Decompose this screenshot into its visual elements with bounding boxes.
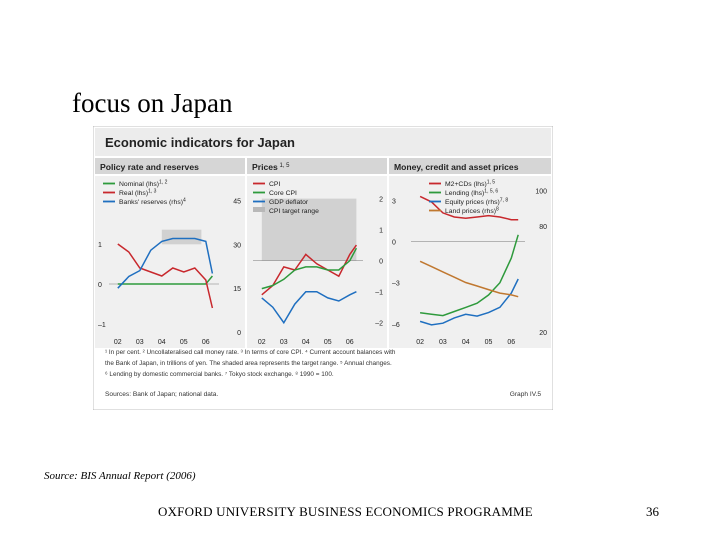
legend-superscript: 1, 5 [487, 180, 496, 186]
y-tick-label: 0 [379, 259, 383, 266]
series-line-green [420, 234, 519, 317]
series-line-red [117, 243, 214, 309]
x-tick-label: 03 [136, 339, 144, 346]
series-line-blue [261, 290, 357, 325]
series-line-blue [419, 278, 519, 326]
panel-header [389, 158, 551, 174]
economic-indicators-figure: Economic indicators for Japan Policy rat… [93, 126, 553, 410]
y-tick-label: –3 [392, 281, 400, 288]
y-tick-label: –2 [375, 321, 383, 328]
slide-title: focus on Japan [72, 88, 233, 118]
y-tick-label: 3 [392, 199, 396, 206]
x-tick-label: 06 [346, 339, 354, 346]
x-tick-label: 06 [507, 339, 515, 346]
x-tick-label: 06 [202, 339, 210, 346]
legend-label: CPI target range [269, 208, 319, 215]
series-line-green [261, 247, 358, 290]
legend-label: M2+CDs (lhs)1, 5 [445, 180, 495, 189]
legend-label: Real (lhs)1, 3 [119, 189, 157, 198]
y-tick-label: 15 [233, 286, 241, 293]
series-line-brown [419, 260, 519, 298]
footer-text: OXFORD UNIVERSITY BUSINESS ECONOMICS PRO… [158, 504, 533, 519]
page-number: 36 [646, 504, 659, 519]
figure-sources: Sources: Bank of Japan; national data. [105, 391, 218, 398]
y-tick-label: 0 [98, 282, 102, 289]
x-tick-label: 05 [324, 339, 332, 346]
legend-label: CPI [269, 181, 280, 188]
x-tick-label: 04 [158, 339, 166, 346]
chart-panel-1: Policy rate and reserves 1 0 –1 45 30 15 0 02 03 0… [95, 158, 245, 348]
legend-label: Equity prices (rhs)7, 8 [445, 198, 508, 207]
plot-background [95, 176, 245, 348]
figure-title-bar [95, 128, 551, 156]
series-line-green [117, 275, 213, 285]
y-tick-label: 45 [233, 198, 241, 205]
chart-panel-3: Money, credit and asset prices 3 0 –3 –6 100 8… [389, 158, 551, 348]
legend-label: Nominal (lhs)1, 2 [119, 180, 168, 189]
y-tick-label: 20 [539, 330, 547, 337]
legend-label: Lending (lhs)1, 5, 6 [445, 189, 498, 198]
footnote-line: the Bank of Japan, in trillions of yen. … [105, 360, 392, 367]
y-tick-label: 80 [539, 224, 547, 231]
y-tick-label: 2 [379, 197, 383, 204]
series-line-blue [117, 237, 214, 289]
y-tick-label: 0 [392, 240, 396, 247]
x-tick-label: 04 [462, 339, 470, 346]
panel-title: Money, credit and asset prices [394, 162, 519, 172]
graph-reference: Graph IV.5 [510, 391, 542, 398]
legend-superscript: 8 [496, 207, 499, 213]
footnote-line: ⁶ Lending by domestic commercial banks. … [105, 371, 334, 378]
y-tick-label: 1 [379, 228, 383, 235]
x-tick-label: 02 [114, 339, 122, 346]
legend-superscript: 7, 8 [500, 198, 509, 204]
panel-title: Prices 1, 5 [252, 162, 290, 172]
figure-footnotes: ¹ In per cent. ² Uncollateralised call m… [105, 349, 541, 398]
y-tick-label: 30 [233, 242, 241, 249]
x-tick-label: 02 [416, 339, 424, 346]
y-tick-label: 100 [535, 189, 547, 196]
legend-label: GDP deflator [269, 199, 309, 206]
y-tick-label: 0 [237, 330, 241, 337]
series-line-red [419, 195, 519, 221]
target-range-band [261, 198, 357, 261]
panel-header [95, 158, 245, 174]
x-tick-label: 02 [258, 339, 266, 346]
footnote-line: ¹ In per cent. ² Uncollateralised call m… [105, 349, 396, 356]
x-tick-label: 05 [180, 339, 188, 346]
y-tick-label: –1 [98, 322, 106, 329]
legend-superscript: 1, 5, 6 [484, 189, 498, 195]
x-tick-label: 03 [280, 339, 288, 346]
legend-label: Land prices (rhs)8 [445, 207, 499, 216]
legend-label: Core CPI [269, 190, 297, 197]
panel-title: Policy rate and reserves [100, 162, 199, 172]
legend-label: Banks' reserves (rhs)4 [119, 198, 186, 207]
y-tick-label: 1 [98, 242, 102, 249]
y-tick-label: –6 [392, 322, 400, 329]
x-tick-label: 05 [485, 339, 493, 346]
y-tick-label: –1 [375, 290, 383, 297]
chart-panel-2: Prices 1, 5 2 1 0 –1 –2 02 03 04 05 06 CPI Core CPI G… [247, 158, 387, 348]
legend-superscript: 1, 3 [148, 189, 157, 195]
legend-swatch [253, 207, 265, 212]
plot-background [389, 176, 551, 348]
x-tick-label: 04 [302, 339, 310, 346]
target-range-band [161, 229, 202, 245]
panel-header [247, 158, 387, 174]
x-tick-label: 03 [439, 339, 447, 346]
source-note: Source: BIS Annual Report (2006) [44, 470, 196, 482]
legend-superscript: 4 [183, 198, 186, 204]
legend-superscript: 1, 2 [159, 180, 168, 186]
figure-title: Economic indicators for Japan [105, 135, 295, 150]
panel-title-superscript: 1, 5 [278, 163, 290, 169]
